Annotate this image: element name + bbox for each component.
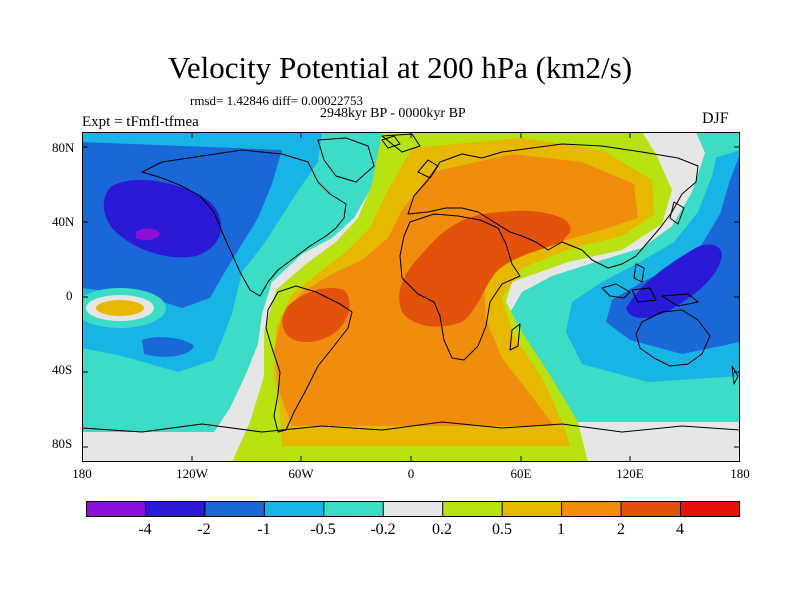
colorbar-label-4: -0.5 <box>310 521 336 538</box>
colorbar-swatch-3 <box>204 501 265 517</box>
colorbar <box>86 501 740 517</box>
map-title: Velocity Potential at 200 hPa (km2/s) <box>167 50 633 85</box>
lon-label-0: 0 <box>407 466 415 481</box>
colorbar-label-9: 2 <box>617 521 625 538</box>
lon-label-60e: 60E <box>510 466 532 481</box>
colorbar-frame <box>86 501 740 517</box>
colorbar-label-6: 0.2 <box>432 521 452 538</box>
coastlines <box>82 133 740 433</box>
lat-label-0: 0 <box>66 288 73 303</box>
season-label: DJF <box>702 110 729 127</box>
colorbar-label-5: -0.2 <box>370 521 396 538</box>
velocity-potential-map <box>82 132 740 462</box>
colorbar-swatch-4 <box>264 501 324 517</box>
colorbar-swatch-6 <box>383 501 443 517</box>
colorbar-label-2: -2 <box>197 521 211 538</box>
lat-label-40n: 40N <box>52 214 75 229</box>
lon-label-180w: 180 <box>72 466 92 481</box>
colorbar-label-1: -4 <box>138 521 152 538</box>
colorbar-swatch-10 <box>621 501 681 517</box>
colorbar-label-7: 0.5 <box>492 521 512 538</box>
lon-label-60w: 60W <box>288 466 314 481</box>
lon-label-120w: 120W <box>176 466 208 481</box>
colorbar-swatch-9 <box>561 501 622 517</box>
colorbar-label-10: 4 <box>676 521 684 538</box>
negative-region-west <box>82 132 412 432</box>
colorbar-swatch-11 <box>680 501 740 517</box>
map-frame <box>82 132 740 462</box>
lon-label-120e: 120E <box>616 466 644 481</box>
colorbar-swatch-2 <box>145 501 205 517</box>
positive-region <box>232 132 672 462</box>
stats-text: rmsd= 1.42846 diff= 0.00022753 <box>190 93 363 108</box>
lat-label-80s: 80S <box>52 436 73 451</box>
colorbar-swatch-7 <box>442 501 503 517</box>
colorbar-dividers <box>144 501 681 517</box>
period-text: 2948kyr BP - 0000kyr BP <box>320 106 466 121</box>
colorbar-swatch-5 <box>323 501 384 517</box>
colorbar-swatch-1 <box>86 501 146 517</box>
colorbar-swatch-8 <box>502 501 562 517</box>
colorbar-label-8: 1 <box>557 521 565 538</box>
lon-label-180e: 180 <box>730 466 750 481</box>
colorbar-label-3: -1 <box>257 521 271 538</box>
lat-label-40s: 40S <box>52 362 73 377</box>
experiment-label: Expt = tFmfl-tfmea <box>82 114 199 130</box>
lat-label-80n: 80N <box>52 140 75 155</box>
